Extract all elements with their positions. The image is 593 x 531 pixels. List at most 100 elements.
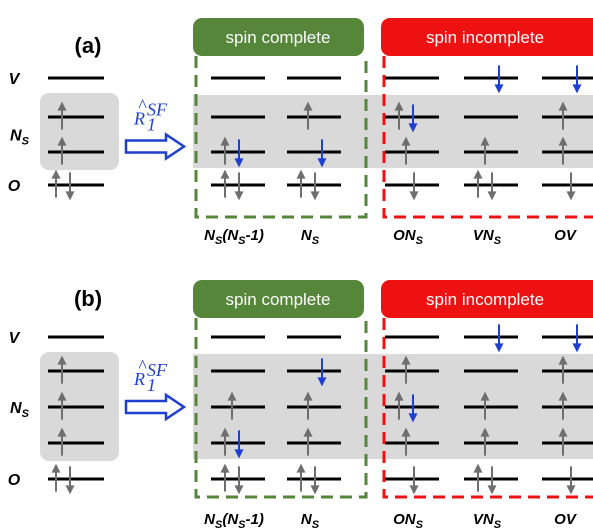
arrow-head xyxy=(220,463,230,473)
spin-up-arrow xyxy=(227,391,237,420)
operator-sup: SF xyxy=(147,100,168,120)
arrow-head xyxy=(220,136,230,146)
configuration-incomplete xyxy=(542,324,593,495)
column-label: NS(NS-1) xyxy=(204,227,264,247)
spin-up-arrow xyxy=(473,463,483,492)
spin-down-arrow xyxy=(310,172,320,201)
arrow-head xyxy=(303,101,313,111)
operator-hat: ^ xyxy=(138,96,147,116)
panel-label: (b) xyxy=(74,286,102,311)
arrow-head xyxy=(220,169,230,179)
arrow-head xyxy=(572,343,582,353)
spin-up-arrow xyxy=(220,169,230,198)
arrow-head xyxy=(234,449,244,459)
spin-up-arrow xyxy=(57,391,67,420)
arrow-head xyxy=(409,191,419,201)
arrow-head xyxy=(57,427,67,437)
arrow-head xyxy=(480,391,490,401)
arrow-head xyxy=(558,355,568,365)
spin-up-arrow xyxy=(558,391,568,420)
spin-complete-box xyxy=(194,318,368,499)
spin-down-arrow xyxy=(408,394,418,423)
spin-down-arrow xyxy=(409,466,419,495)
arrow-head xyxy=(51,169,61,179)
arrow-head xyxy=(566,485,576,495)
column-label: NS xyxy=(301,227,320,247)
level-label-o: O xyxy=(8,178,21,195)
spin-down-arrow xyxy=(566,466,576,495)
arrow-head xyxy=(310,191,320,201)
arrow-head xyxy=(408,413,418,423)
operator-sub: 1 xyxy=(147,375,156,395)
spin-down-arrow xyxy=(494,65,504,94)
configuration-incomplete xyxy=(542,65,593,201)
arrow-head xyxy=(566,191,576,201)
spin-up-arrow xyxy=(57,427,67,456)
operator-base: R xyxy=(133,369,145,389)
arrow-head xyxy=(558,427,568,437)
spin-up-arrow xyxy=(57,101,67,130)
arrow-head xyxy=(234,191,244,201)
spin-up-arrow xyxy=(558,136,568,165)
spin-down-arrow xyxy=(234,466,244,495)
arrow-head xyxy=(296,169,306,179)
spin-up-arrow xyxy=(394,391,404,420)
singly-occupied-band xyxy=(193,95,593,168)
configuration-complete xyxy=(211,335,265,495)
spin-incomplete-box xyxy=(382,56,593,219)
configuration-incomplete xyxy=(464,65,518,201)
spin-up-arrow xyxy=(480,391,490,420)
arrow-head xyxy=(401,427,411,437)
spin-incomplete-label: spin incomplete xyxy=(426,290,544,309)
spin-down-arrow xyxy=(65,172,75,201)
spin-complete-box xyxy=(194,56,368,219)
spin-up-arrow xyxy=(303,101,313,130)
spin-up-arrow xyxy=(57,136,67,165)
spin-down-arrow xyxy=(317,358,327,387)
arrow-head xyxy=(572,84,582,94)
spin-down-arrow xyxy=(234,139,244,168)
arrow-head xyxy=(480,136,490,146)
spin-incomplete-label: spin incomplete xyxy=(426,28,544,47)
arrow-head xyxy=(494,343,504,353)
spin-up-arrow xyxy=(558,355,568,384)
spin-down-arrow xyxy=(566,172,576,201)
arrow-head xyxy=(487,191,497,201)
spin-down-arrow xyxy=(234,172,244,201)
reference-configuration xyxy=(48,335,104,495)
spin-incomplete-box xyxy=(382,318,593,499)
spin-up-arrow xyxy=(480,136,490,165)
spin-flip-operator-arrow xyxy=(124,132,187,161)
spin-up-arrow xyxy=(473,169,483,198)
arrow-head xyxy=(57,101,67,111)
configuration-complete xyxy=(211,76,265,201)
spin-complete-header xyxy=(193,280,364,318)
arrow-head xyxy=(558,391,568,401)
spin-up-arrow xyxy=(558,101,568,130)
arrow-head xyxy=(220,427,230,437)
spin-up-arrow xyxy=(401,136,411,165)
arrow-head xyxy=(65,485,75,495)
spin-up-arrow xyxy=(480,427,490,456)
column-label: OV xyxy=(554,227,578,244)
spin-up-arrow xyxy=(401,427,411,456)
arrow-head xyxy=(487,485,497,495)
spin-down-arrow xyxy=(234,430,244,459)
spin-down-arrow xyxy=(409,172,419,201)
spin-down-arrow xyxy=(487,172,497,201)
spin-up-arrow xyxy=(296,463,306,492)
operator-sup: SF xyxy=(147,360,168,380)
spin-up-arrow xyxy=(401,355,411,384)
arrow-head xyxy=(558,136,568,146)
arrow-head xyxy=(494,84,504,94)
arrow-head xyxy=(317,377,327,387)
spin-down-arrow xyxy=(65,466,75,495)
arrow-head xyxy=(317,158,327,168)
column-label: NS xyxy=(301,511,320,531)
arrow-head xyxy=(303,391,313,401)
spin-complete-label: spin complete xyxy=(226,290,331,309)
level-label-o: O xyxy=(8,472,21,489)
operator-label: R^ SF1 xyxy=(133,96,168,135)
level-label-ns: NS xyxy=(10,128,30,148)
